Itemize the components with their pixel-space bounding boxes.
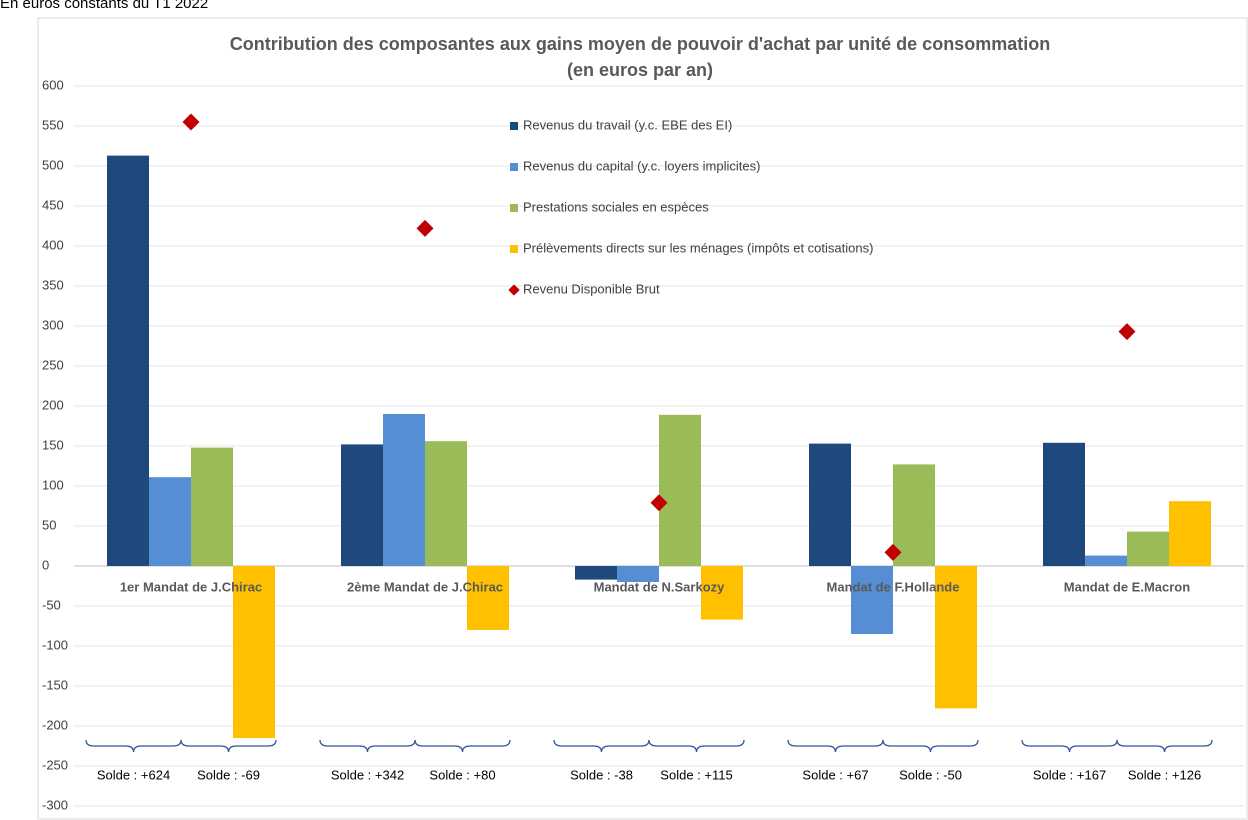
y-tick-label: 150 [42,437,64,452]
bar [1127,531,1169,566]
bar [341,444,383,566]
bar [617,566,659,582]
y-tick-label: -150 [42,677,68,692]
bar [575,566,617,580]
y-tick-label: 350 [42,277,64,292]
x-tick-label: Mandat de E.Macron [1064,579,1190,594]
brace [414,739,511,753]
bar [383,414,425,566]
bar [191,447,233,566]
annotation: Solde : -69 [197,767,260,782]
legend-marker [510,163,518,171]
x-tick-label: 2ème Mandat de J.Chirac [347,579,503,594]
annotation: Solde : +126 [1128,767,1201,782]
chart-title: Contribution des composantes aux gains m… [230,34,1050,54]
chart-subtitle: (en euros par an) [567,60,713,80]
legend-label: Prestations sociales en espèces [523,199,709,214]
y-tick-label: -200 [42,717,68,732]
annotation: Solde : -50 [899,767,962,782]
x-tick-label: Mandat de N.Sarkozy [594,579,726,594]
brace [85,739,182,753]
annotation: Solde : +115 [660,767,732,782]
brace [553,739,650,753]
legend-label: Revenus du capital (y.c. loyers implicit… [523,158,760,173]
annotation: Solde : -38 [570,767,633,782]
bar [701,566,743,620]
bar [809,443,851,566]
bar [1085,555,1127,566]
brace [1021,739,1118,753]
chart-frame [37,17,1248,820]
brace [882,739,979,753]
annotation: Solde : +167 [1033,767,1106,782]
y-tick-label: -250 [42,757,68,772]
brace [1116,739,1213,753]
bar [851,566,893,634]
y-tick-label: -300 [42,797,68,812]
legend-marker [510,204,518,212]
y-tick-label: 550 [42,117,64,132]
brace [180,739,277,753]
y-tick-label: -50 [42,597,61,612]
bar [659,414,701,566]
legend-label: Revenus du travail (y.c. EBE des EI) [523,117,732,132]
y-tick-label: 500 [42,157,64,172]
brace [787,739,884,753]
legend-marker [508,284,520,296]
legend-label: Revenu Disponible Brut [523,281,660,296]
bar [425,441,467,566]
y-tick-label: 400 [42,237,64,252]
y-tick-label: 250 [42,357,64,372]
annotation: Solde : +624 [97,767,170,782]
legend-label: Prélèvements directs sur les ménages (im… [523,240,873,255]
bar [893,464,935,566]
rdb-marker [650,494,668,512]
y-tick-label: -100 [42,637,68,652]
x-tick-label: 1er Mandat de J.Chirac [120,579,262,594]
annotation: Solde : +80 [429,767,495,782]
y-tick-label: 450 [42,197,64,212]
legend-marker [510,245,518,253]
y-tick-label: 100 [42,477,64,492]
rdb-marker [182,113,200,131]
bar [107,155,149,566]
y-tick-label: 0 [42,557,49,572]
bar [1169,501,1211,566]
brace [648,739,745,753]
y-tick-label: 200 [42,397,64,412]
bar [467,566,509,630]
annotation: Solde : +342 [331,767,404,782]
x-tick-label: Mandat de F.Hollande [827,579,960,594]
y-tick-label: 600 [42,77,64,92]
legend-marker [510,122,518,130]
rdb-marker [416,219,434,237]
rdb-marker [884,543,902,561]
brace [319,739,416,753]
caption: En euros constants du T1 2022 [0,0,208,12]
y-tick-label: 300 [42,317,64,332]
bar [935,566,977,709]
bar [149,477,191,566]
annotation: Solde : +67 [802,767,868,782]
bar [233,566,275,738]
bar [1043,442,1085,566]
y-tick-label: 50 [42,517,56,532]
